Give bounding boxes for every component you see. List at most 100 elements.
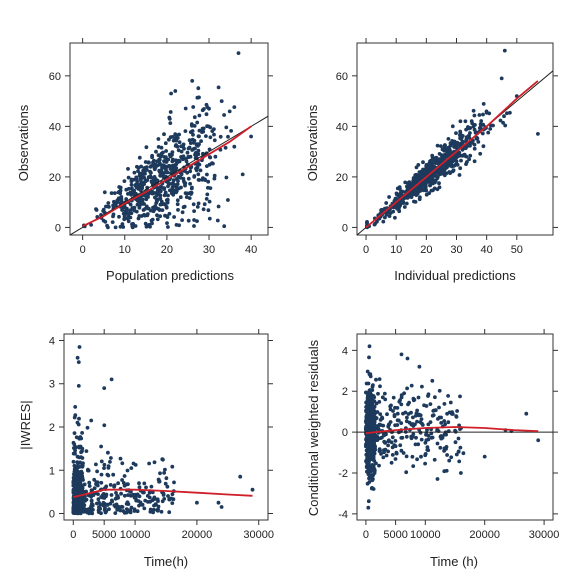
p2-data-point: [480, 131, 485, 136]
p1-data-point: [224, 125, 229, 130]
p3-data-point: [89, 418, 94, 423]
p4-data-point: [403, 410, 408, 415]
p1-data-point: [201, 207, 206, 212]
p1-data-point: [180, 210, 185, 215]
p1-data-point: [137, 199, 141, 203]
p2-data-point: [441, 171, 446, 176]
p1-data-point: [136, 216, 141, 221]
p3-data-point: [99, 480, 104, 485]
p1-data-point: [133, 224, 138, 228]
p4-data-point: [375, 438, 380, 442]
p3-y-tick-label: 1: [49, 465, 55, 477]
p1-data-point: [174, 166, 179, 171]
p4-data-point: [382, 391, 387, 396]
p1-data-point: [111, 212, 116, 217]
p2-x-tick-label: 40: [481, 244, 493, 256]
p4-data-point: [410, 454, 415, 459]
p3-y-tick-label: 2: [49, 422, 55, 434]
p2-data-point: [536, 132, 540, 136]
p4-data-point: [458, 427, 462, 431]
p3-data-point: [82, 482, 87, 487]
p3-data-point: [113, 511, 118, 515]
p3-data-point: [81, 478, 85, 482]
p2-data-point: [475, 136, 480, 141]
p1-data-point: [207, 162, 212, 167]
p4-data-point: [430, 413, 435, 418]
p2-data-point: [472, 113, 477, 118]
p2-data-point: [384, 201, 389, 205]
p3-plot-area: [71, 345, 255, 516]
p1-data-point: [111, 203, 115, 208]
p4-data-point: [453, 428, 457, 433]
p1-data-point: [226, 198, 230, 202]
p4-data-point: [411, 398, 416, 403]
p4-data-point: [368, 422, 373, 427]
p1-data-point: [218, 134, 223, 139]
p2-data-point: [397, 205, 402, 209]
p2-data-point: [484, 110, 489, 115]
p3-data-point: [142, 506, 147, 511]
p1-data-point: [138, 171, 143, 176]
p4-data-point: [444, 445, 449, 449]
p1-data-point: [186, 146, 191, 151]
p4-data-point: [419, 437, 424, 442]
p1-data-point: [157, 186, 162, 191]
p1-data-point: [212, 173, 217, 178]
p4-data-point: [366, 505, 371, 510]
p3-data-point: [170, 464, 175, 469]
p3-data-point: [106, 450, 110, 455]
p3-data-point: [126, 493, 130, 497]
p1-data-point: [197, 95, 201, 100]
p3-data-point: [129, 466, 134, 470]
p1-data-point: [129, 192, 134, 197]
p2-data-point: [469, 119, 474, 124]
p4-data-point: [380, 435, 384, 440]
p1-data-point: [190, 185, 194, 190]
p2-x-tick-label: 10: [390, 244, 402, 256]
p3-data-point: [104, 509, 109, 514]
p3-data-point: [168, 496, 173, 501]
p3-data-point: [99, 511, 103, 516]
p4-data-point: [399, 448, 404, 453]
p3-data-point: [161, 457, 165, 462]
p1-data-point: [179, 149, 184, 154]
p1-data-point: [164, 160, 169, 164]
p2-data-point: [383, 215, 387, 220]
p4-data-point: [429, 435, 434, 440]
p1-data-point: [175, 160, 180, 165]
p4-y-tick-label: 0: [342, 427, 348, 439]
p4-data-point: [445, 453, 449, 457]
p4-data-point: [424, 431, 429, 435]
p4-x-tick-label: 30000: [529, 529, 560, 541]
p3-x-tick-label: 30000: [243, 529, 274, 541]
p1-data-point: [159, 145, 164, 150]
p2-data-point: [471, 108, 476, 113]
p1-data-point: [185, 170, 190, 175]
p4-data-point: [368, 396, 373, 400]
p2-data-point: [434, 155, 439, 160]
p1-data-point: [172, 215, 177, 219]
p2-data-point: [430, 153, 435, 158]
p1-data-point: [112, 191, 117, 196]
p1-data-point: [202, 202, 207, 207]
p1-data-point: [143, 171, 147, 176]
p1-data-point: [195, 205, 200, 209]
p3-data-point: [78, 460, 82, 465]
p1-data-point: [126, 175, 131, 180]
p2-data-point: [463, 119, 468, 124]
p1-data-point: [185, 150, 190, 155]
p3-data-point: [172, 480, 176, 485]
p2-data-point: [459, 158, 463, 163]
p1-data-point: [131, 177, 136, 182]
p1-data-point: [197, 178, 202, 182]
p3-data-point: [73, 413, 78, 418]
p4-data-point: [432, 457, 437, 462]
p3-data-point: [151, 497, 156, 502]
p3-data-point: [156, 507, 161, 512]
p3-data-point: [72, 442, 77, 447]
p1-data-point: [157, 170, 162, 174]
p4-data-point: [420, 421, 424, 426]
p1-data-point: [191, 105, 196, 109]
p1-data-point: [165, 221, 169, 226]
p4-data-point: [367, 355, 371, 360]
